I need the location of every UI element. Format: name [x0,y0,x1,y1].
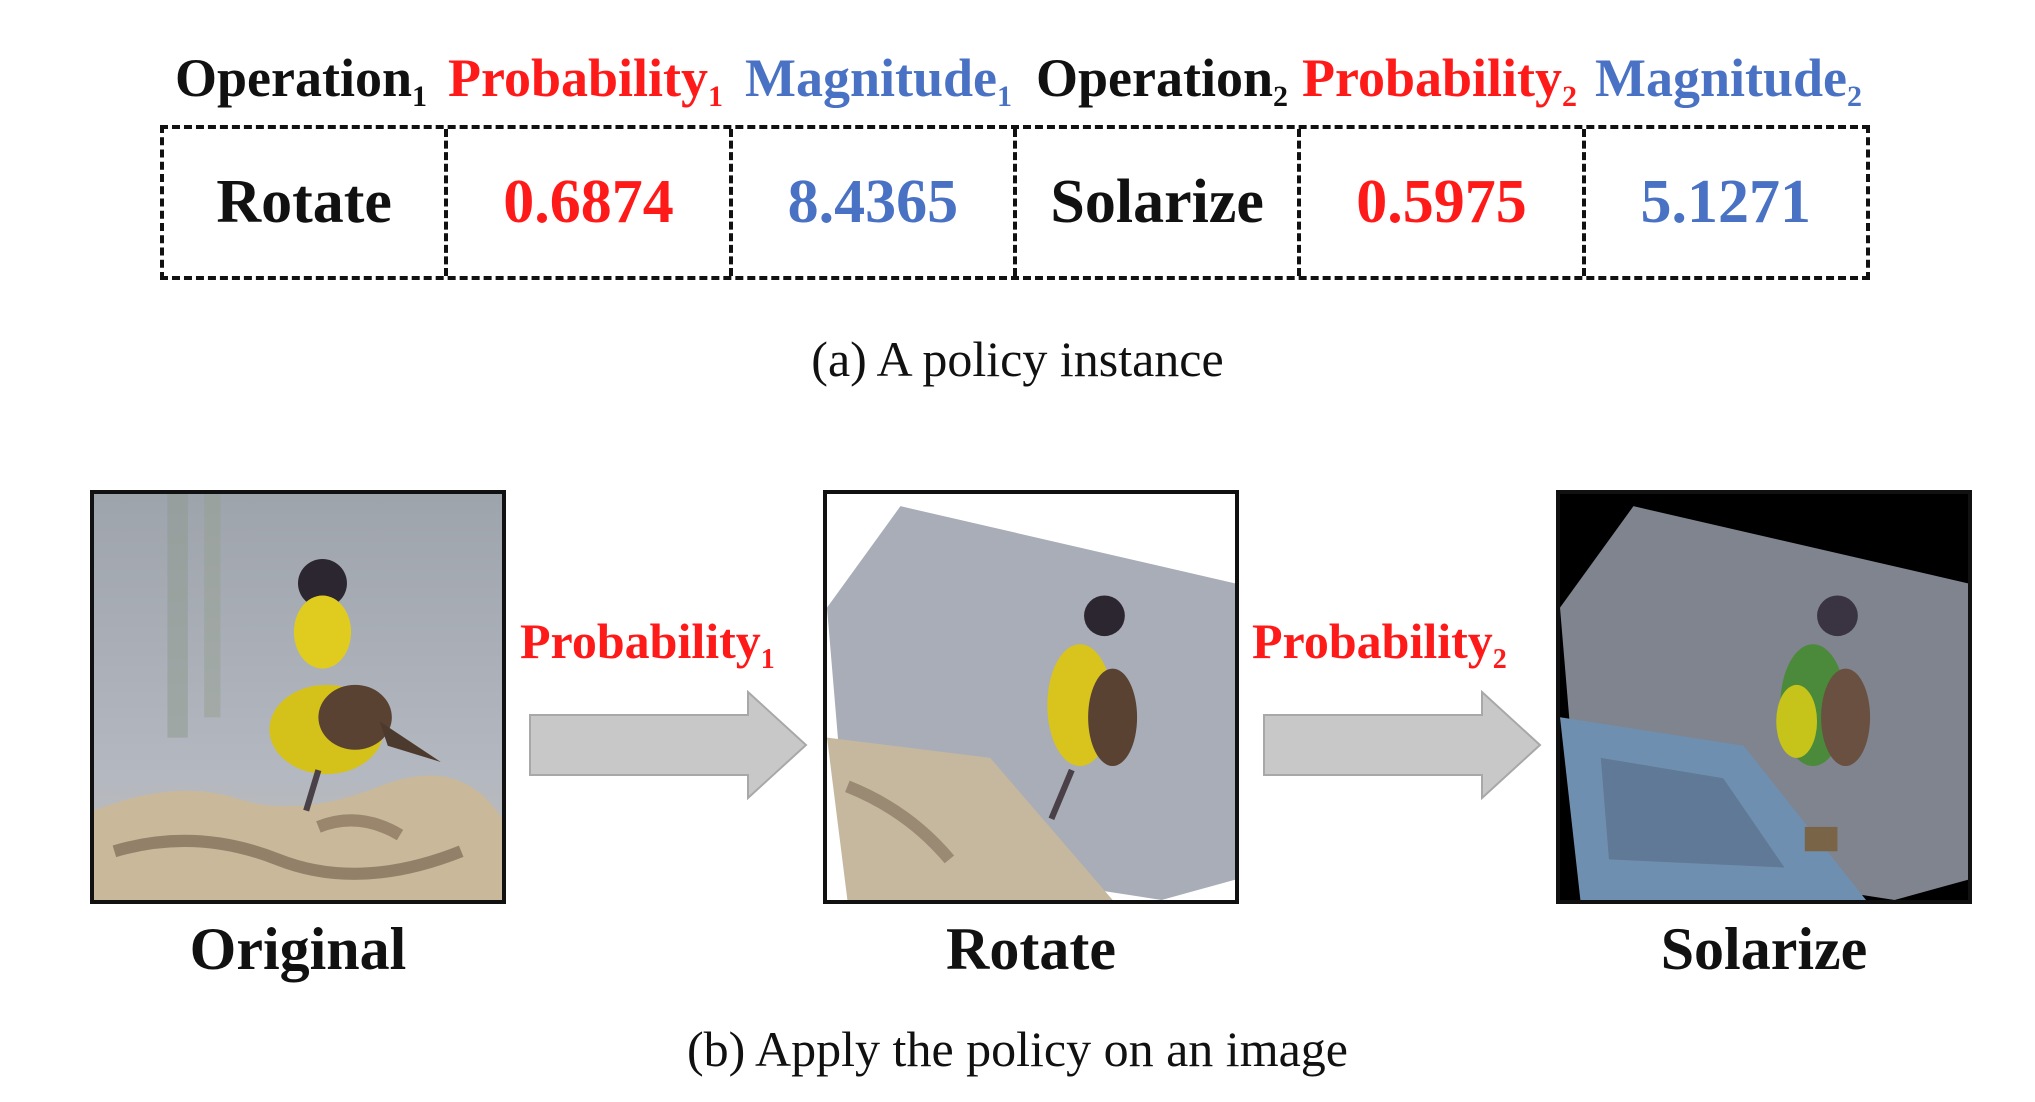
caption-a: (a) A policy instance [811,331,1224,387]
header-magnitude-1: Magnitude1 [745,48,1013,113]
cell-magnitude-2: 5.1271 [1640,168,1812,236]
arrow-right-1 [528,690,808,800]
label-original: Original [189,916,407,982]
header-probability-2: Probability2 [1302,48,1578,113]
cell-operation-1: Rotate [164,129,449,276]
label-rotate: Rotate [946,916,1116,982]
cell-magnitude-1: 8.4365 [733,129,1017,276]
cell-probability-2: 0.5975 [1301,129,1586,276]
arrow-label-probability-1: Probability1 [520,613,775,675]
original-image [90,490,506,904]
header-operation-1: Operation1 [175,48,427,113]
header-magnitude-2: Magnitude2 [1595,48,1863,113]
rotated-image [823,490,1239,904]
header-operation-2: Operation2 [1036,48,1288,113]
arrow-label-probability-2: Probability2 [1252,613,1507,675]
header-probability-1: Probability1 [448,48,724,113]
cell-operation-2: Solarize [1017,129,1302,276]
caption-b: (b) Apply the policy on an image [687,1021,1348,1077]
solarized-image [1556,490,1972,904]
label-solarize: Solarize [1660,916,1868,982]
cell-probability-1: 0.6874 [448,129,733,276]
policy-table: Rotate 0.6874 8.4365 Solarize 0.5975 5.1… [160,125,1870,280]
arrow-right-2 [1262,690,1542,800]
